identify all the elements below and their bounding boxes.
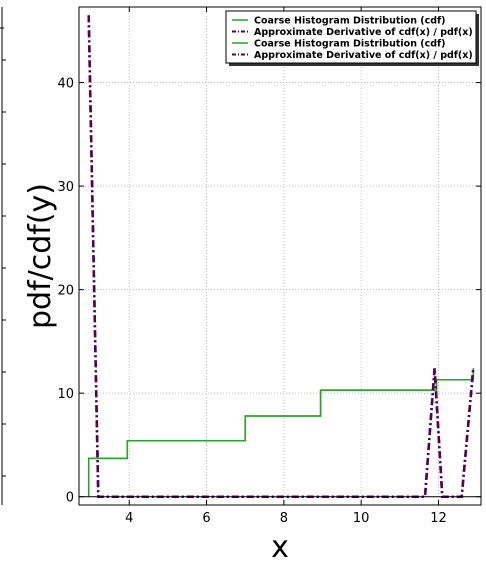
x-tick-label: 8 bbox=[280, 511, 288, 526]
x-tick-label: 6 bbox=[202, 511, 210, 526]
legend-label: Approximate Derivative of cdf(x) / pdf(x… bbox=[254, 27, 473, 38]
legend-label: Coarse Histogram Distribution (cdf) bbox=[254, 16, 446, 27]
y-tick-label: 20 bbox=[57, 284, 74, 299]
y-tick-label: 0 bbox=[66, 491, 74, 506]
x-tick-label: 12 bbox=[430, 511, 447, 526]
left-panel-fragment bbox=[0, 7, 6, 505]
series-layer bbox=[87, 15, 475, 498]
y-axis-label: pdf/cdf(y) bbox=[23, 183, 58, 329]
grid bbox=[79, 7, 481, 505]
legend: Coarse Histogram Distribution (cdf)Appro… bbox=[225, 10, 479, 66]
y-tick-label: 40 bbox=[57, 77, 74, 92]
x-tick-label: 4 bbox=[125, 511, 133, 526]
series-line-3 bbox=[87, 368, 475, 497]
y-tick-label: 10 bbox=[57, 387, 74, 402]
series-line-2 bbox=[87, 15, 475, 498]
ticks: 4 6 8 10 12 0 10 20 30 40 bbox=[57, 7, 481, 526]
legend-box bbox=[225, 10, 477, 64]
legend-label: Approximate Derivative of cdf(x) / pdf(x… bbox=[254, 50, 473, 61]
x-tick-label: 10 bbox=[353, 511, 370, 526]
y-tick-label: 30 bbox=[57, 180, 74, 195]
plot-frame bbox=[78, 6, 482, 506]
series-line-4 bbox=[87, 15, 475, 498]
series-line-1 bbox=[87, 368, 475, 497]
x-axis-label: x bbox=[271, 530, 289, 562]
legend-label: Coarse Histogram Distribution (cdf) bbox=[254, 39, 446, 50]
